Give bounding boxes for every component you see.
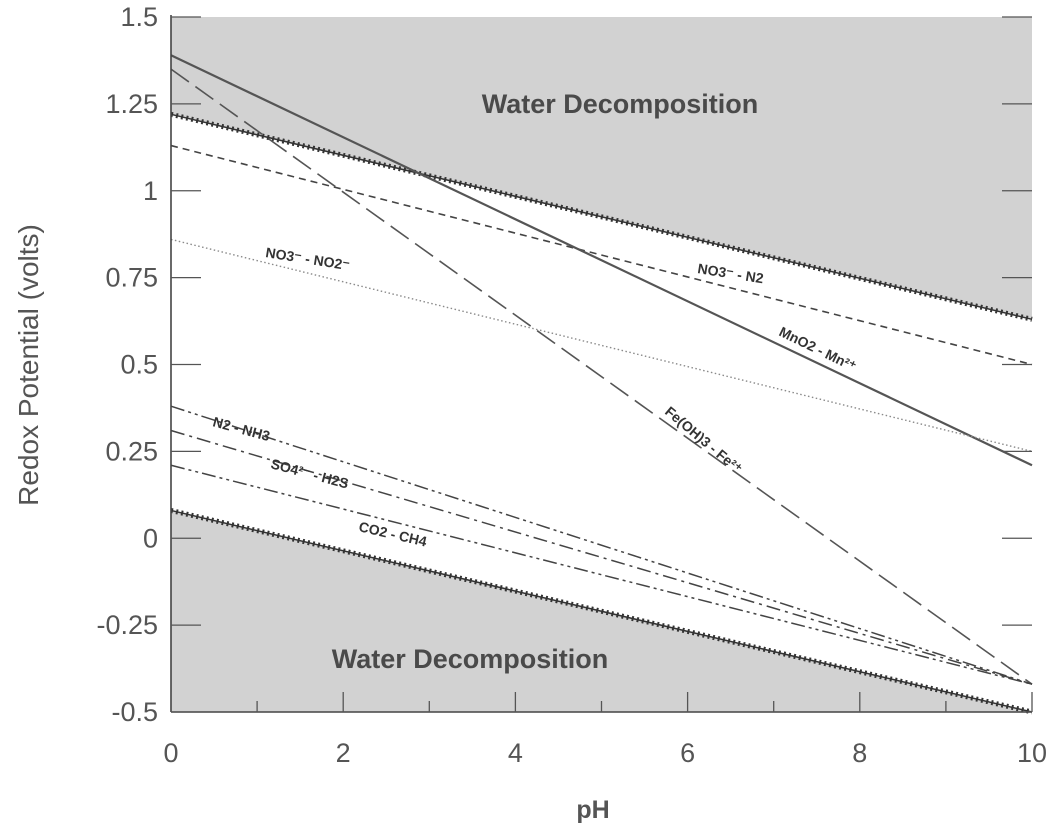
water-decomposition-region-upper xyxy=(171,17,1032,320)
y-tick-label: 0.5 xyxy=(120,350,158,380)
series-line-lower_water_limit xyxy=(170,508,1033,715)
series-line-mno2_mn xyxy=(170,54,1033,467)
series-label-n2_nh3: N2 - NH3 xyxy=(211,413,272,444)
y-tick-label: 1.25 xyxy=(105,89,158,119)
y-tick-label: 1.5 xyxy=(120,2,158,32)
region-label-upper: Water Decomposition xyxy=(482,89,759,119)
series-label-feoh3_fe: Fe(OH)3 - Fe²⁺ xyxy=(662,403,745,477)
y-axis-title: Redox Potential (volts) xyxy=(13,224,44,506)
y-tick-label: 1 xyxy=(143,176,158,206)
series-label-co2_ch4: CO2 - CH4 xyxy=(357,518,428,549)
y-tick-label: 0 xyxy=(143,523,158,553)
x-tick-label: 4 xyxy=(508,738,523,768)
y-tick-label: 0.25 xyxy=(105,436,158,466)
x-axis-title: pH xyxy=(576,796,609,824)
series-layer xyxy=(170,54,1033,715)
x-tick-label: 10 xyxy=(1017,738,1047,768)
x-tick-label: 6 xyxy=(680,738,695,768)
series-line-no3_n2 xyxy=(170,144,1033,366)
series-label-no3_no2: NO3⁻ - NO2⁻ xyxy=(265,244,351,273)
y-tick-label: 0.75 xyxy=(105,263,158,293)
ticks-layer xyxy=(170,16,1033,713)
series-line-n2_nh3 xyxy=(170,405,1033,685)
series-line-feoh3_fe xyxy=(170,68,1033,685)
regions-layer xyxy=(171,17,1032,712)
series-line-co2_ch4 xyxy=(170,464,1033,685)
series-label-so4_h2s: SO4²⁻ - H2S xyxy=(269,455,350,491)
x-tick-label: 0 xyxy=(163,738,178,768)
y-tick-label: -0.25 xyxy=(96,610,158,640)
region-label-lower: Water Decomposition xyxy=(332,644,609,674)
x-tick-label: 2 xyxy=(336,738,351,768)
y-tick-label: -0.5 xyxy=(111,697,158,727)
series-line-upper_water_limit xyxy=(170,111,1033,322)
x-tick-label: 8 xyxy=(852,738,867,768)
